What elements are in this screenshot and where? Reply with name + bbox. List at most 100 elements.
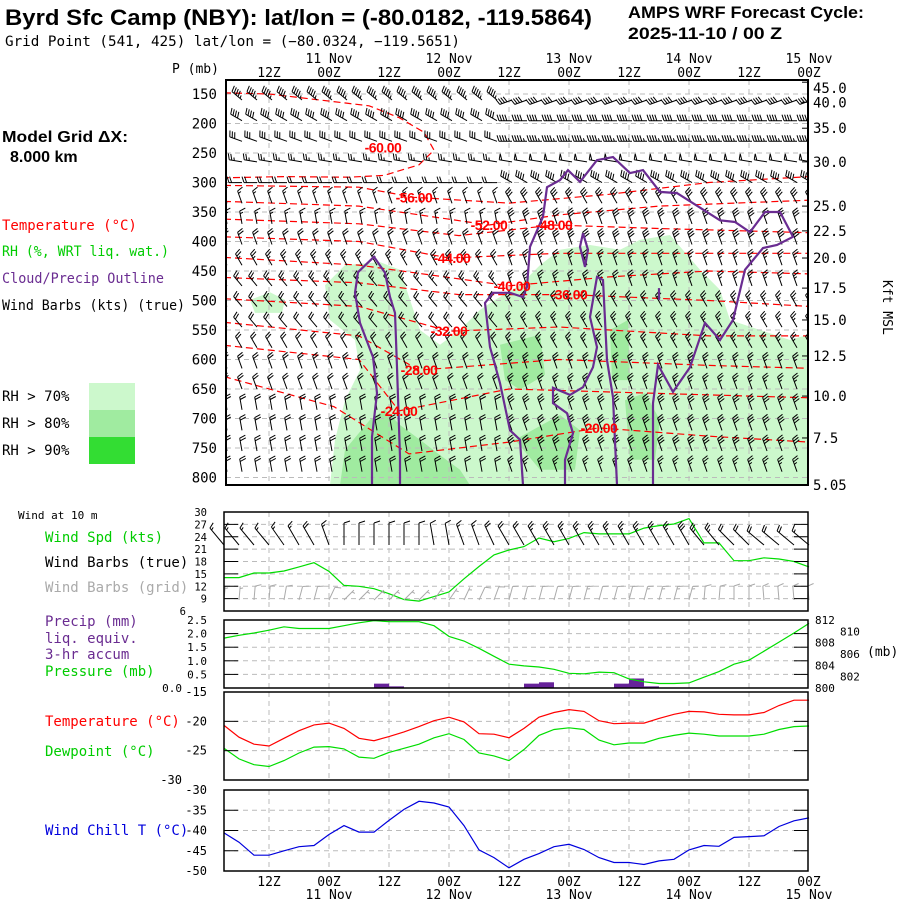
wind-barb: [332, 153, 348, 163]
wind-barb: [417, 351, 424, 369]
wind-barb: [261, 85, 273, 101]
wind-barb-10m-grid: [448, 588, 459, 601]
wind-barb: [426, 85, 438, 101]
wind-barb: [775, 290, 783, 307]
wind-barb: [449, 434, 457, 452]
pressure-line: [223, 619, 810, 685]
wind-barb: [597, 393, 605, 410]
wind-barb: [582, 413, 590, 431]
wind-barb: [657, 393, 665, 410]
wind-barb: [456, 85, 468, 101]
wind-barb: [496, 114, 512, 122]
wind-barb: [762, 228, 770, 245]
wind-barb: [447, 351, 454, 369]
wind-barb: [265, 248, 273, 266]
wind-barb: [715, 310, 723, 328]
wind-barb: [541, 135, 557, 142]
wind-barb: [685, 331, 693, 349]
wind-barb: [340, 248, 348, 266]
wind-barb: [340, 331, 348, 349]
wind-barb: [389, 207, 396, 224]
wind-barb: [306, 85, 318, 101]
wind-barb-10m-grid: [628, 585, 639, 601]
wind-barb-10m-grid: [283, 584, 293, 601]
wind-barb: [657, 372, 664, 390]
wind-barb: [325, 248, 333, 266]
wind-barb: [320, 107, 333, 122]
wind-barb: [417, 186, 423, 204]
wind-barb: [237, 351, 244, 369]
wind-barb: [665, 169, 678, 184]
wind-barb: [597, 413, 605, 431]
wind-barb: [338, 311, 348, 328]
wind-barb: [530, 169, 543, 184]
panel-tick-label: 18: [194, 557, 207, 569]
wind-barb-10m-true: [542, 520, 555, 546]
wind-barb: [627, 228, 635, 245]
wind-barb: [537, 269, 544, 287]
wind-barb: [290, 107, 303, 122]
wind-barb: [676, 114, 692, 122]
wind-barb: [522, 434, 530, 452]
wind-barb-10m-true: [602, 520, 615, 546]
wind-barb: [796, 135, 808, 142]
wind-barb: [660, 96, 678, 105]
wind-barb: [233, 311, 243, 328]
wind-barb: [736, 114, 752, 122]
wind-barb: [610, 186, 618, 204]
wind-barb: [443, 290, 453, 307]
wind-barb-10m-true: [287, 520, 300, 546]
wind-barb: [721, 135, 737, 142]
wind-barb-10m-true: [403, 520, 411, 545]
wind-barb: [717, 434, 725, 452]
wind-barb-10m-grid: [478, 586, 492, 601]
wind-barb: [254, 455, 262, 472]
wind-barb: [479, 207, 486, 224]
wind-barb: [329, 393, 337, 410]
wind-barb: [239, 393, 247, 410]
wind-barb: [347, 153, 363, 163]
wind-barb-10m-true: [704, 522, 720, 546]
wind-barb: [528, 153, 543, 163]
wind-barb: [627, 269, 634, 287]
wind-barb: [424, 130, 438, 142]
wind-barb: [522, 455, 529, 472]
wind-barb: [335, 107, 348, 122]
wind-barb: [507, 351, 514, 369]
wind-barb: [627, 434, 635, 452]
wind-barb: [732, 248, 739, 266]
top-hour-label: 12Z: [377, 66, 401, 81]
wind-barb: [413, 311, 423, 328]
wind-barb: [717, 228, 725, 245]
wind-barb: [406, 176, 422, 184]
wind-barb: [477, 186, 483, 204]
wind-barb: [284, 414, 292, 431]
wind-barb: [387, 186, 393, 204]
temperature-contour-label: -36.00: [551, 287, 588, 303]
top-hour-label: 12Z: [617, 66, 641, 81]
wind-barb-10m-grid: [343, 589, 356, 601]
wind-barb: [675, 96, 693, 105]
wind-barb: [745, 186, 753, 204]
wind-barb: [567, 228, 575, 245]
wind-barb: [455, 107, 468, 122]
wind-barb: [389, 414, 397, 431]
wind-barb: [586, 135, 602, 142]
wind-barb: [445, 331, 453, 349]
wind-barb: [556, 135, 572, 142]
wind-barb: [317, 153, 333, 163]
wind-barb: [555, 96, 573, 105]
kft-tick-label: 35.0: [813, 121, 847, 137]
wind-barb: [672, 372, 679, 390]
wind-barb: [451, 176, 467, 184]
wind-barb: [492, 186, 498, 204]
wind-barb: [291, 85, 303, 101]
pressure-right-tick-label: 810: [840, 625, 860, 638]
wind-barb-10m-grid: [358, 589, 371, 601]
wind-barb-10m-grid: [523, 585, 534, 601]
wind-barb: [464, 414, 472, 431]
wind-barb: [402, 351, 409, 369]
wind-barb: [732, 207, 740, 225]
wind-barb: [370, 248, 378, 266]
wind-barb: [447, 228, 454, 245]
